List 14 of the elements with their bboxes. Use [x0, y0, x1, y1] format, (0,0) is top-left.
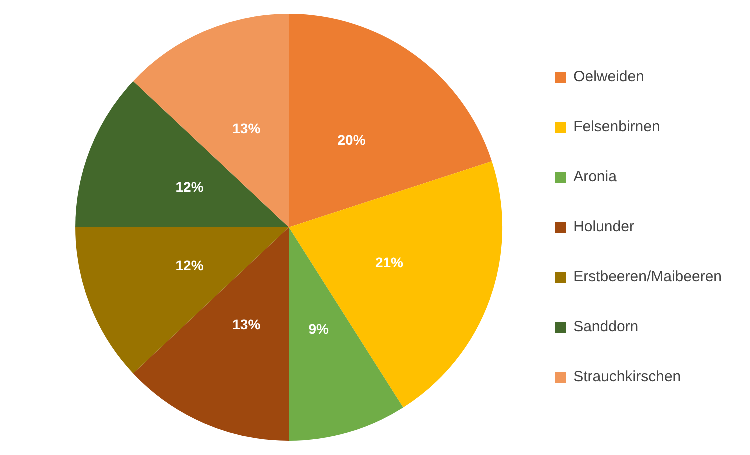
data-label: 21%	[375, 254, 404, 271]
legend-label: Oelweiden	[574, 68, 644, 86]
data-label: 12%	[176, 258, 204, 274]
data-label: 13%	[232, 120, 262, 136]
data-label: 20%	[338, 132, 366, 148]
data-label: 12%	[176, 179, 204, 196]
legend-label: Felsenbirnen	[574, 118, 660, 136]
legend-label: Erstbeeren/Maibeeren	[574, 268, 722, 286]
data-label: 13%	[232, 316, 262, 332]
legend-label: Sanddorn	[574, 318, 639, 336]
legend-label: Aronia	[574, 168, 618, 186]
legend-label: Strauchkirschen	[574, 368, 682, 386]
data-label: 9%	[308, 320, 330, 337]
legend-label: Holunder	[574, 218, 634, 236]
